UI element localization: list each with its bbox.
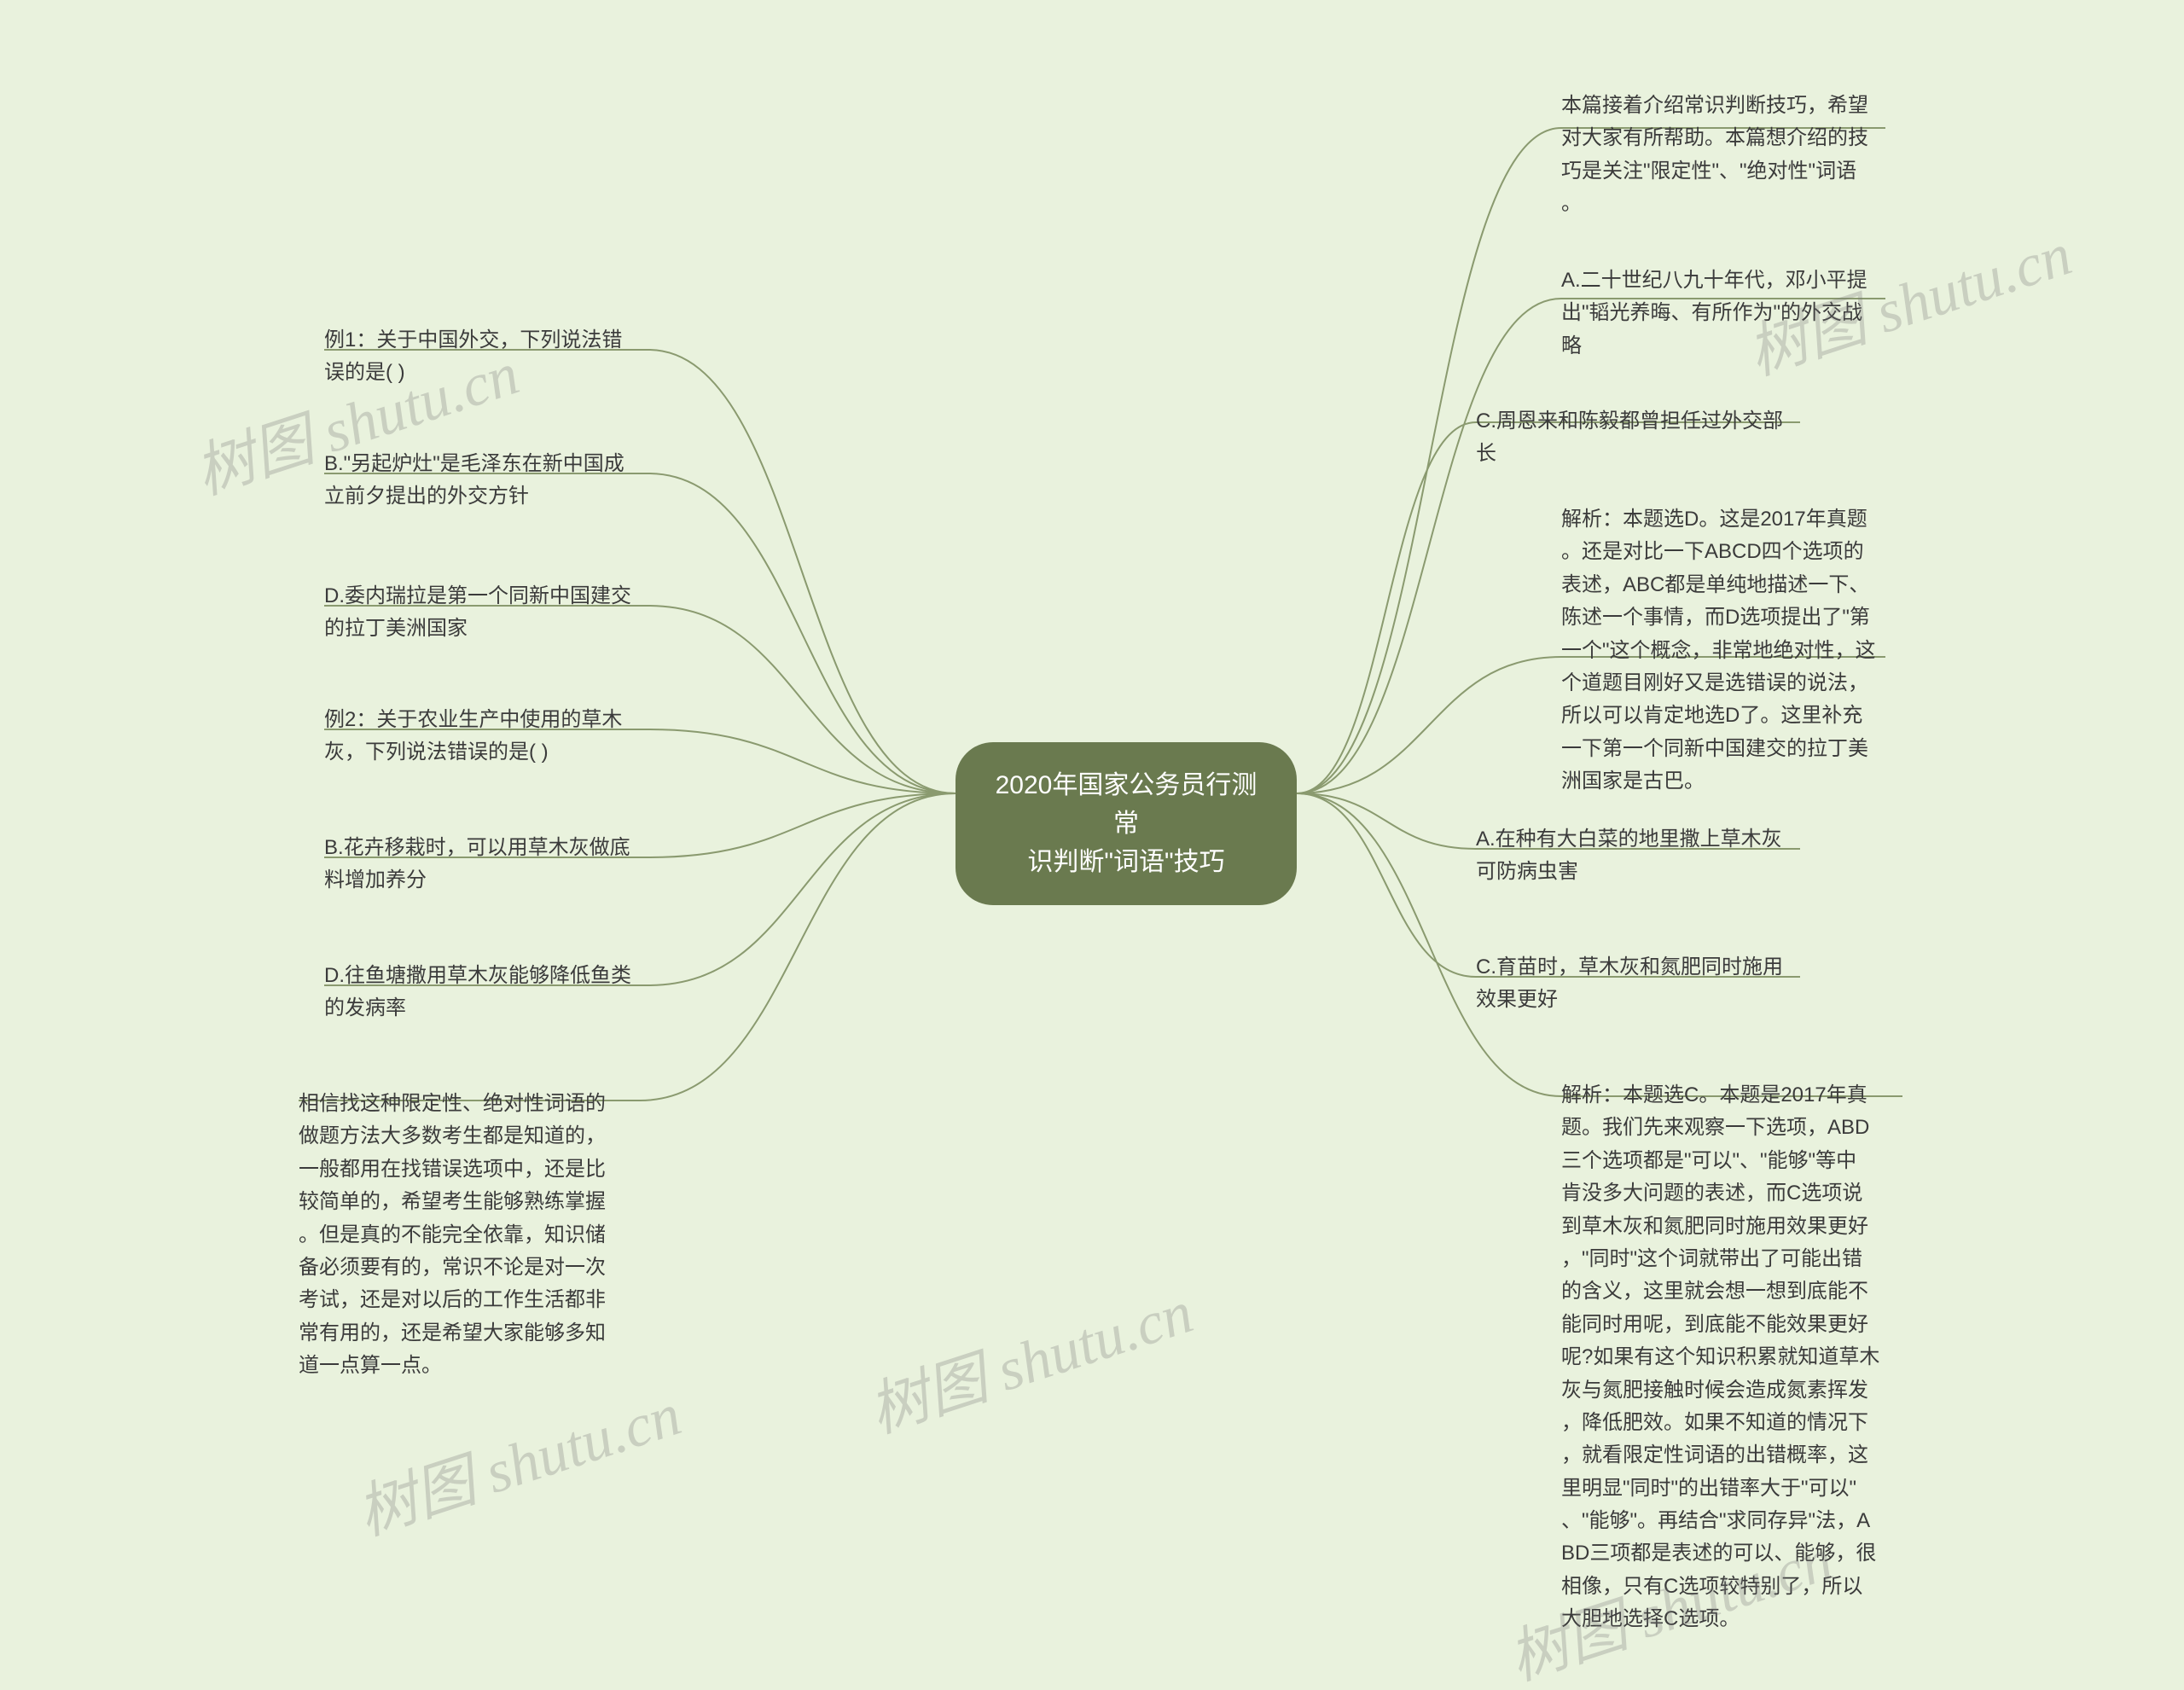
leaf-text-line: 一般都用在找错误选项中，还是比 [299, 1158, 606, 1181]
center-line2: 识判断"词语"技巧 [1027, 848, 1224, 876]
leaf-r4: 解析：本题选D。这是2017年真题。还是对比一下ABCD四个选项的表述，ABC都… [1561, 503, 1885, 799]
leaf-text-line: 所以可以肯定地选D了。这里补充 [1561, 704, 1862, 727]
leaf-text-line: 出"韬光养晦、有所作为"的外交战 [1561, 301, 1862, 324]
leaf-text-line: BD三项都是表述的可以、能够，很 [1561, 1542, 1876, 1565]
leaf-text-line: 个道题目刚好又是选错误的说法， [1561, 671, 1868, 694]
leaf-text-line: D.委内瑞拉是第一个同新中国建交 [324, 584, 631, 607]
leaf-text-line: 解析：本题选D。这是2017年真题 [1561, 508, 1867, 531]
leaf-text-line: 的含义，这里就会想一想到底能不 [1561, 1280, 1868, 1303]
leaf-text-line: 的拉丁美洲国家 [324, 617, 468, 640]
leaf-text-line: 一下第一个同新中国建交的拉丁美 [1561, 737, 1868, 760]
leaf-text-line: 本篇接着介绍常识判断技巧，希望 [1561, 94, 1868, 117]
leaf-text-line: 呢?如果有这个知识积累就知道草木 [1561, 1345, 1879, 1368]
leaf-text-line: C.周恩来和陈毅都曾担任过外交部 [1476, 409, 1783, 433]
leaf-text-line: 误的是( ) [324, 361, 405, 384]
leaf-l4: 例2：关于农业生产中使用的草木灰，下列说法错误的是( ) [324, 704, 648, 770]
leaf-l3: D.委内瑞拉是第一个同新中国建交的拉丁美洲国家 [324, 580, 648, 646]
leaf-text-line: 解析：本题选C。本题是2017年真 [1561, 1083, 1867, 1106]
leaf-text-line: 灰，下列说法错误的是( ) [324, 740, 549, 764]
leaf-text-line: ，降低肥效。如果不知道的情况下 [1561, 1411, 1868, 1434]
leaf-text-line: A.二十世纪八九十年代，邓小平提 [1561, 269, 1867, 292]
leaf-text-line: 对大家有所帮助。本篇想介绍的技 [1561, 126, 1868, 149]
leaf-r6: C.育苗时，草木灰和氮肥同时施用效果更好 [1476, 951, 1800, 1017]
leaf-text-line: ，"同时"这个词就带出了可能出错 [1561, 1247, 1862, 1270]
leaf-text-line: 。还是对比一下ABCD四个选项的 [1561, 540, 1864, 563]
leaf-text-line: 题。我们先来观察一下选项，ABD [1561, 1116, 1869, 1139]
leaf-text-line: 到草木灰和氮肥同时施用效果更好 [1561, 1215, 1868, 1238]
leaf-text-line: 效果更好 [1476, 988, 1558, 1011]
leaf-l2: B."另起炉灶"是毛泽东在新中国成立前夕提出的外交方针 [324, 448, 648, 514]
leaf-text-line: 一个"这个概念，非常地绝对性，这 [1561, 639, 1876, 662]
leaf-text-line: 洲国家是古巴。 [1561, 770, 1705, 793]
leaf-text-line: 长 [1476, 442, 1496, 465]
leaf-text-line: 陈述一个事情，而D选项提出了"第 [1561, 606, 1870, 629]
leaf-text-line: C.育苗时，草木灰和氮肥同时施用 [1476, 955, 1783, 979]
leaf-text-line: 较简单的，希望考生能够熟练掌握 [299, 1190, 606, 1213]
leaf-text-line: 的发病率 [324, 996, 406, 1019]
leaf-text-line: 做题方法大多数考生都是知道的， [299, 1124, 606, 1147]
leaf-text-line: D.往鱼塘撒用草木灰能够降低鱼类 [324, 964, 631, 987]
leaf-text-line: 备必须要有的，常识不论是对一次 [299, 1256, 606, 1279]
center-node: 2020年国家公务员行测常 识判断"词语"技巧 [956, 742, 1297, 905]
leaf-text-line: 表述，ABC都是单纯地描述一下、 [1561, 573, 1869, 596]
leaf-l1: 例1：关于中国外交，下列说法错误的是( ) [324, 324, 648, 390]
leaf-l5: B.花卉移栽时，可以用草木灰做底料增加养分 [324, 832, 648, 897]
leaf-r5: A.在种有大白菜的地里撒上草木灰可防病虫害 [1476, 823, 1800, 889]
leaf-r1: 本篇接着介绍常识判断技巧，希望对大家有所帮助。本篇想介绍的技巧是关注"限定性"、… [1561, 90, 1885, 221]
leaf-text-line: 肯没多大问题的表述，而C选项说 [1561, 1182, 1862, 1205]
leaf-text-line: 三个选项都是"可以"、"能够"等中 [1561, 1149, 1856, 1172]
leaf-text-line: 。 [1561, 192, 1582, 215]
leaf-text-line: 可防病虫害 [1476, 860, 1578, 883]
center-line1: 2020年国家公务员行测常 [996, 771, 1258, 838]
leaf-text-line: 立前夕提出的外交方针 [324, 485, 529, 508]
leaf-text-line: 巧是关注"限定性"、"绝对性"词语 [1561, 160, 1856, 183]
leaf-text-line: 里明显"同时"的出错率大于"可以" [1561, 1477, 1856, 1500]
leaf-text-line: 能同时用呢，到底能不能效果更好 [1561, 1313, 1868, 1336]
leaf-text-line: A.在种有大白菜的地里撒上草木灰 [1476, 828, 1782, 851]
leaf-text-line: 相信找这种限定性、绝对性词语的 [299, 1092, 606, 1115]
leaf-text-line: 料增加养分 [324, 868, 427, 891]
leaf-l7: 相信找这种限定性、绝对性词语的做题方法大多数考生都是知道的， 一般都用在找错误选项… [299, 1088, 640, 1383]
leaf-text-line: 例2：关于农业生产中使用的草木 [324, 708, 622, 731]
leaf-text-line: 。但是真的不能完全依靠，知识储 [299, 1223, 606, 1246]
leaf-text-line: 常有用的，还是希望大家能够多知 [299, 1321, 606, 1344]
leaf-r2: A.二十世纪八九十年代，邓小平提出"韬光养晦、有所作为"的外交战略 [1561, 264, 1885, 363]
leaf-text-line: 略 [1561, 334, 1582, 357]
leaf-text-line: 考试，还是对以后的工作生活都非 [299, 1288, 606, 1311]
leaf-text-line: 灰与氮肥接触时候会造成氮素挥发 [1561, 1379, 1868, 1402]
leaf-r3: C.周恩来和陈毅都曾担任过外交部长 [1476, 405, 1800, 471]
leaf-text-line: 道一点算一点。 [299, 1354, 442, 1377]
leaf-text-line: 相像，只有C选项较特别了，所以 [1561, 1575, 1862, 1598]
leaf-text-line: 例1：关于中国外交，下列说法错 [324, 328, 622, 351]
leaf-l6: D.往鱼塘撒用草木灰能够降低鱼类的发病率 [324, 960, 648, 1025]
leaf-text-line: B.花卉移栽时，可以用草木灰做底 [324, 836, 630, 859]
leaf-text-line: 、"能够"。再结合"求同存异"法，A [1561, 1509, 1870, 1532]
leaf-r7: 解析：本题选C。本题是2017年真题。我们先来观察一下选项，ABD 三个选项都是"… [1561, 1079, 1902, 1636]
leaf-text-line: B."另起炉灶"是毛泽东在新中国成 [324, 452, 624, 475]
leaf-text-line: ，就看限定性词语的出错概率，这 [1561, 1443, 1868, 1466]
leaf-text-line: 大胆地选择C选项。 [1561, 1607, 1740, 1630]
